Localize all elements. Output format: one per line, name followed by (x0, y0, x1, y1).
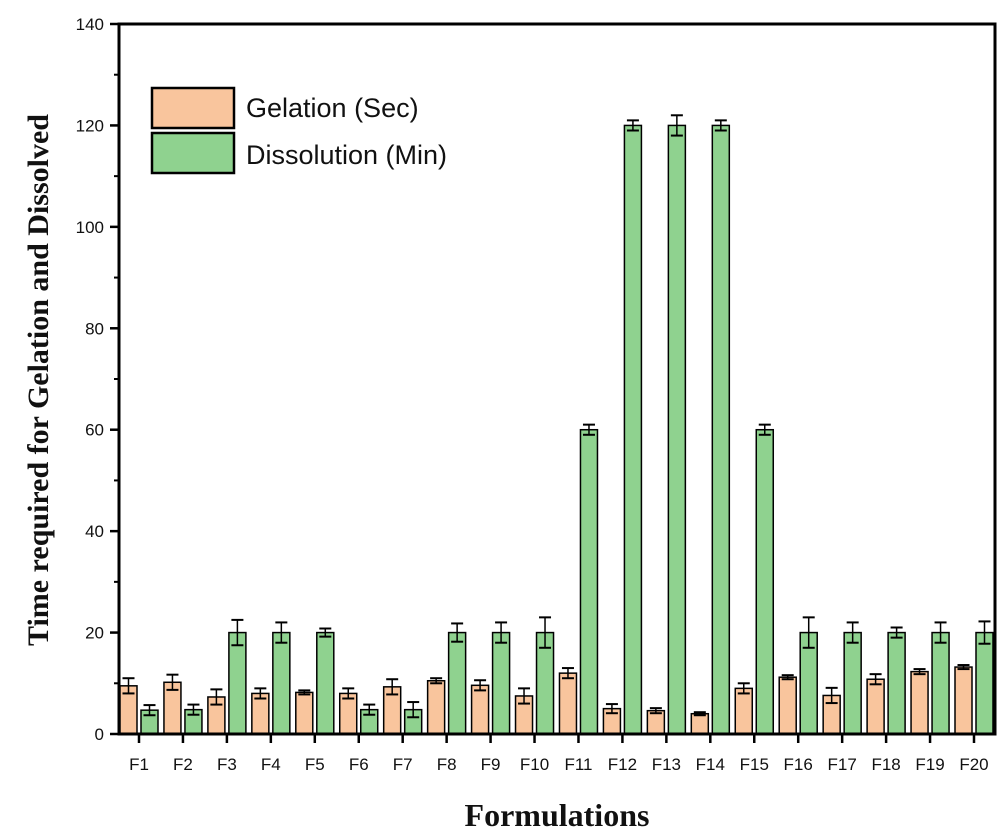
bar-gelation-F19 (910, 670, 929, 735)
x-tick-label-F3: F3 (217, 755, 237, 774)
y-tick-label-140: 140 (76, 15, 104, 34)
bar-gelation-F15 (734, 687, 754, 735)
x-tick-label-F12: F12 (608, 755, 637, 774)
x-tick-label-F6: F6 (349, 755, 369, 774)
x-tick-label-F11: F11 (564, 755, 592, 774)
bar-gelation-F5 (295, 691, 314, 735)
x-axis-title: Formulations (465, 797, 650, 833)
x-tick-label-F17: F17 (828, 755, 857, 774)
bar-gelation-F20 (954, 666, 973, 735)
bar-dissolution-F18 (887, 631, 906, 735)
bar-gelation-F9 (470, 684, 490, 735)
x-tick-label-F2: F2 (173, 755, 193, 774)
legend-label-gelation: Gelation (Sec) (246, 93, 419, 123)
bar-dissolution-F5 (316, 631, 335, 735)
y-tick-label-100: 100 (76, 218, 104, 237)
bar-gelation-F11 (558, 672, 578, 735)
bar-gelation-F18 (866, 678, 885, 735)
bar-dissolution-F19 (931, 631, 950, 735)
x-tick-label-F13: F13 (652, 755, 681, 774)
legend-swatch-dissolution (150, 131, 236, 175)
plot-frame (117, 22, 997, 736)
y-tick-label-120: 120 (76, 116, 104, 135)
bar-gelation-F8 (426, 680, 446, 735)
x-axis: F1 F2 F3 F4 F5 F6 F7 F8 F9 F10 F11 F12 F13 F14 F15 F16 F… (129, 734, 989, 774)
x-tick-label-F7: F7 (393, 755, 413, 774)
legend-swatch-gelation (150, 86, 236, 130)
bar-dissolution-F4 (272, 631, 291, 735)
y-tick-label-80: 80 (85, 319, 104, 338)
y-axis-title: Time required for Gelation and Dissolved (22, 114, 55, 646)
bar-dissolution-F8 (447, 631, 467, 735)
y-tick-label-40: 40 (85, 522, 104, 541)
x-tick-label-F19: F19 (915, 755, 944, 774)
bar-dissolution-F15 (755, 428, 775, 735)
bar-dissolution-F11 (579, 428, 599, 735)
y-axis: 0 20 40 60 80 100 120 140 (76, 15, 119, 744)
error-bars-layer (122, 114, 991, 719)
x-tick-label-F8: F8 (437, 755, 457, 774)
x-tick-label-F20: F20 (959, 755, 988, 774)
bars-layer (119, 124, 994, 735)
bar-dissolution-F20 (975, 631, 994, 735)
y-tick-label-0: 0 (95, 725, 104, 744)
legend-label-dissolution: Dissolution (Min) (246, 140, 447, 170)
x-tick-label-F9: F9 (481, 755, 501, 774)
bar-gelation-F6 (338, 692, 358, 735)
x-tick-label-F15: F15 (740, 755, 769, 774)
bar-dissolution-F14 (711, 124, 731, 735)
x-tick-label-F4: F4 (261, 755, 281, 774)
bar-dissolution-F13 (667, 124, 687, 735)
y-tick-label-20: 20 (85, 624, 104, 643)
x-tick-label-F10: F10 (520, 755, 549, 774)
x-tick-label-F16: F16 (784, 755, 813, 774)
bar-gelation-F16 (778, 676, 797, 735)
x-tick-label-F1: F1 (129, 755, 149, 774)
bar-dissolution-F12 (623, 124, 643, 735)
y-tick-label-60: 60 (85, 421, 104, 440)
x-tick-label-F18: F18 (871, 755, 900, 774)
legend: Gelation (Sec) Dissolution (Min) (150, 86, 447, 175)
bar-gelation-F14 (690, 712, 710, 735)
x-tick-label-F14: F14 (696, 755, 725, 774)
bar-dissolution-F3 (228, 631, 247, 735)
bar-gelation-F4 (251, 692, 270, 735)
x-tick-label-F5: F5 (305, 755, 325, 774)
bar-dissolution-F9 (491, 631, 511, 735)
bar-dissolution-F17 (843, 631, 862, 735)
